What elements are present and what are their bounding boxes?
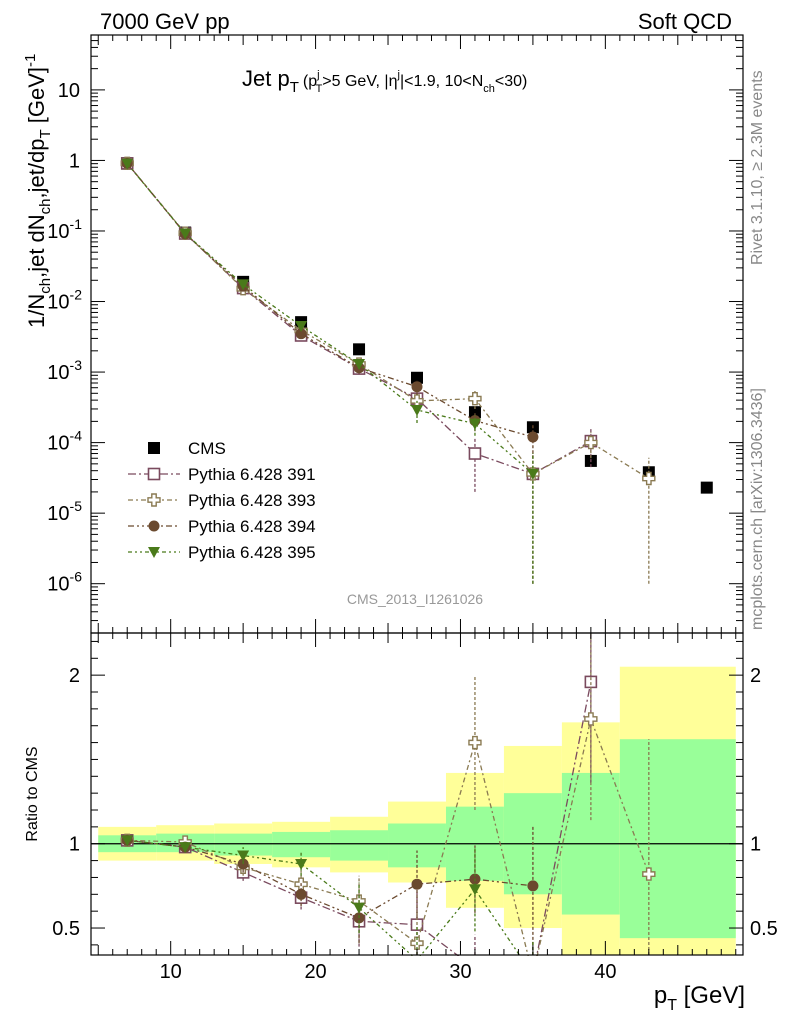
point-pythia-6-428-393 [468, 391, 482, 406]
ratio-line-pythia-6-428-394 [127, 839, 533, 919]
ratio-point-pythia-6-428-394 [527, 880, 539, 892]
legend-label-pythia-6-428-393: Pythia 6.428 393 [188, 491, 316, 510]
series-line-pythia-6-428-395 [126, 163, 534, 475]
ratio-y-tick-label-right: 2 [750, 665, 761, 687]
main-title: Jet pT (pj T>5 GeV, |ηj|<1.9, 10<Nch<30) [242, 66, 527, 96]
y-tick-label-base: 10 [47, 362, 69, 384]
legend-marker-pythia-6-428-391 [147, 467, 161, 481]
y-tick-label-base: 10 [47, 574, 69, 596]
ratio-panel: 10 20 30 400.5 0.51 12 2 Ratio to CMS pT [GeV] [0, 632, 786, 1024]
ratio-point-pythia-6-428-395 [353, 902, 366, 914]
legend-marker-pythia-6-428-395 [148, 547, 160, 558]
ratio-y-tick-label-left: 0.5 [52, 918, 80, 940]
y-tick-label-exponent: -3 [70, 357, 83, 373]
band-inner [214, 833, 273, 856]
watermark: CMS_2013_I1261026 [347, 591, 483, 607]
y-tick-label-exponent: -4 [70, 428, 83, 444]
header-left: 7000 GeV pp [100, 9, 230, 34]
legend-marker-cms [148, 442, 160, 454]
y-tick-label-base: 10 [47, 433, 69, 455]
ratio-line-pythia-6-428-393 [127, 716, 650, 976]
point-pythia-6-428-395 [295, 320, 308, 332]
ratio-point-pythia-6-428-394 [295, 888, 307, 900]
point-pythia-6-428-393 [642, 471, 656, 486]
point-cms [468, 406, 481, 419]
ratio-y-tick-label-right: 0.5 [750, 918, 778, 940]
ratio-line-pythia-6-428-395 [127, 839, 534, 976]
y-tick-label: 10 [58, 80, 80, 102]
ratio-y-tick-label-right: 1 [750, 834, 761, 856]
ratio-point-pythia-6-428-393 [468, 735, 482, 750]
legend-marker-pythia-6-428-394 [148, 520, 160, 532]
y-tick-label-exponent: -1 [70, 216, 83, 232]
y-tick-label-exponent: -6 [70, 569, 83, 585]
legend-label-pythia-6-428-395: Pythia 6.428 395 [188, 543, 316, 562]
point-pythia-6-428-395 [353, 359, 366, 371]
band-inner [619, 739, 736, 939]
main-plot-marks [120, 156, 713, 584]
ratio-y-tick-label-left: 2 [69, 665, 80, 687]
ratio-point-pythia-6-428-395 [295, 858, 308, 870]
ratio-bottom-clip [0, 956, 786, 1024]
point-cms [411, 371, 423, 384]
ratio-y-label: Ratio to CMS [24, 746, 41, 841]
x-tick-label: 40 [594, 961, 616, 983]
legend: CMS Pythia 6.428 391 Pythia 6.428 393 Pythi… [128, 439, 316, 562]
x-tick-label: 10 [160, 961, 182, 983]
y-tick-label: 10-4 [47, 428, 82, 455]
header-right: Soft QCD [638, 9, 732, 34]
ratio-point-pythia-6-428-395 [121, 835, 134, 847]
legend-label-cms: CMS [188, 439, 226, 458]
y-tick-label-exponent: -2 [70, 287, 83, 303]
point-cms [353, 343, 366, 356]
y-tick-label: 10-5 [47, 498, 82, 525]
main-y-label: 1/Nch,jet dNch,jet/dpT [GeV]-1 [22, 54, 54, 328]
legend-marker-pythia-6-428-393 [147, 493, 161, 507]
legend-label-pythia-6-428-394: Pythia 6.428 394 [188, 517, 316, 536]
y-tick-label-base: 10 [47, 221, 69, 243]
y-tick-label-base: 10 [47, 503, 69, 525]
ratio-point-pythia-6-428-393 [584, 712, 598, 726]
point-cms [700, 481, 713, 494]
point-pythia-6-428-391 [468, 447, 482, 460]
ratio-point-pythia-6-428-395 [468, 884, 481, 896]
ratio-y-tick-label-left: 1 [69, 834, 80, 856]
y-tick-label: 10-1 [47, 216, 82, 243]
ratio-point-pythia-6-428-393 [642, 867, 656, 881]
ratio-plot-marks [0, 633, 786, 1024]
y-tick-label: 10-2 [47, 287, 82, 314]
series-line-pythia-6-428-393 [126, 162, 650, 480]
point-pythia-6-428-394 [527, 431, 539, 443]
point-pythia-6-428-395 [237, 279, 250, 291]
ratio-axis-ticks: 10 20 30 40 0.5 0.5 1 1 2 2 [52, 633, 778, 983]
series-line-pythia-6-428-391 [126, 162, 592, 475]
point-pythia-6-428-393 [584, 435, 598, 450]
y-tick-label: 10-3 [47, 357, 82, 384]
point-pythia-6-428-395 [179, 228, 192, 240]
point-pythia-6-428-394 [411, 381, 423, 393]
y-tick-label: 1 [69, 150, 80, 172]
legend-label-pythia-6-428-391: Pythia 6.428 391 [188, 465, 316, 484]
ratio-point-pythia-6-428-395 [237, 850, 250, 862]
x-tick-label: 30 [449, 961, 471, 983]
point-pythia-6-428-394 [295, 328, 307, 340]
point-pythia-6-428-395 [468, 418, 481, 430]
rivet-label: Rivet 3.1.10, ≥ 2.3M events [749, 70, 766, 265]
y-tick-label-base: 10 [47, 292, 69, 314]
y-tick-label-exponent: -5 [70, 498, 83, 514]
point-pythia-6-428-395 [411, 404, 423, 416]
point-pythia-6-428-395 [526, 468, 539, 480]
mcplots-label: mcplots.cern.ch [arXiv:1306.3436] [749, 388, 766, 630]
band-inner [330, 830, 389, 861]
x-tick-label: 20 [304, 961, 326, 983]
ratio-point-pythia-6-428-395 [179, 842, 192, 854]
ratio-point-pythia-6-428-394 [411, 878, 423, 890]
y-tick-label: 10-6 [47, 569, 82, 596]
point-pythia-6-428-395 [121, 158, 134, 170]
